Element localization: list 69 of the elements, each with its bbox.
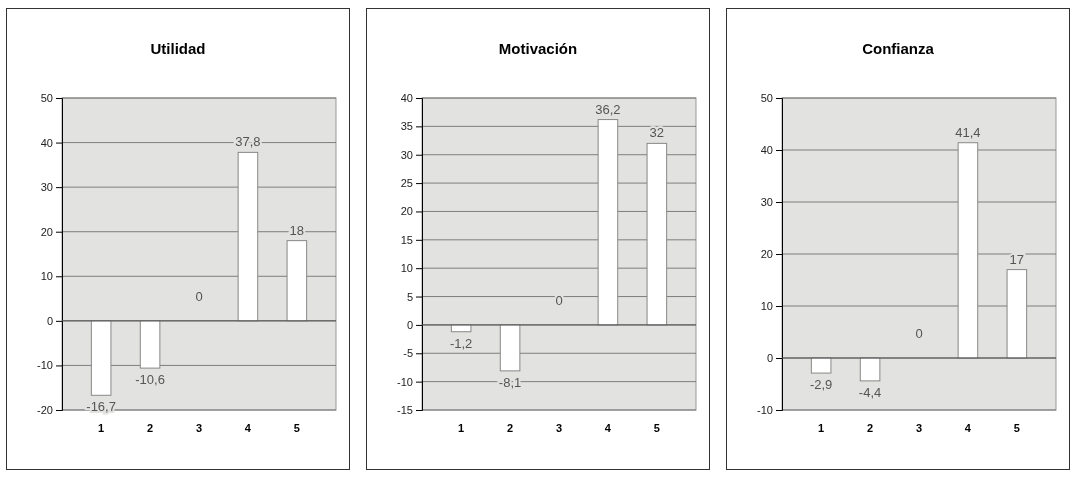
data-label: -16,7	[86, 399, 116, 415]
y-tick-label: 50	[40, 92, 53, 105]
y-tick-label: 0	[766, 352, 773, 365]
bar	[139, 320, 161, 369]
data-label: -1,2	[449, 335, 473, 351]
x-tick-label: 1	[818, 421, 825, 434]
chart-title: Utilidad	[150, 40, 206, 57]
y-tick-label: 0	[406, 318, 413, 331]
x-tick-label: 1	[458, 421, 465, 434]
x-tick-label: 3	[915, 421, 923, 434]
x-tick-label: 1	[98, 421, 105, 434]
data-label: -10,6	[135, 372, 165, 388]
y-tick-label: -10	[37, 359, 53, 372]
data-label: 0	[195, 288, 203, 304]
bar	[859, 357, 881, 382]
data-label: -2,9	[809, 377, 833, 393]
x-tick-label: 5	[293, 421, 300, 434]
bar	[499, 324, 521, 372]
y-tick-label: 10	[400, 262, 413, 275]
chart-title: Motivación	[498, 40, 578, 57]
data-label: 0	[555, 292, 563, 308]
bar	[810, 357, 832, 374]
y-tick-label: 40	[40, 136, 53, 149]
y-tick-label: -20	[37, 404, 53, 417]
x-tick-label: 2	[147, 421, 154, 434]
y-tick-label: -15	[397, 404, 413, 417]
x-tick-label: 3	[195, 421, 203, 434]
y-tick-label: 40	[400, 92, 413, 105]
x-tick-label: 5	[1013, 421, 1020, 434]
x-tick-label: 2	[507, 421, 514, 434]
y-tick-label: 25	[400, 177, 413, 190]
bar	[957, 142, 979, 359]
x-tick-label: 2	[867, 421, 874, 434]
y-tick-label: 20	[400, 205, 413, 218]
y-tick-label: 15	[400, 233, 413, 246]
x-tick-label: 3	[555, 421, 563, 434]
chart-title: Confianza	[862, 40, 935, 57]
x-tick-label: 4	[964, 421, 972, 434]
y-tick-label: 10	[40, 270, 53, 283]
data-label: 17	[1009, 251, 1025, 267]
data-label: -4,4	[858, 384, 882, 400]
bar	[646, 142, 668, 326]
y-tick-label: 0	[46, 314, 53, 327]
y-tick-label: 20	[40, 225, 53, 238]
data-label: 0	[915, 326, 923, 341]
x-tick-label: 4	[604, 421, 612, 434]
bar	[90, 320, 112, 396]
y-tick-label: -10	[397, 375, 413, 388]
x-tick-label: 4	[244, 421, 252, 434]
data-label: 32	[649, 125, 665, 141]
y-tick-label: 30	[400, 148, 413, 161]
y-tick-label: 30	[40, 181, 53, 194]
y-tick-label: 35	[400, 120, 413, 133]
bar	[237, 151, 259, 322]
bar	[1006, 269, 1028, 359]
y-tick-label: 10	[760, 300, 773, 313]
y-tick-label: -10	[757, 404, 773, 417]
data-label: 18	[289, 222, 305, 238]
data-label: 36,2	[595, 101, 621, 117]
bar	[286, 240, 308, 322]
x-tick-label: 5	[653, 421, 660, 434]
y-tick-label: 50	[760, 92, 773, 105]
y-tick-label: 5	[406, 290, 413, 303]
data-label: 41,4	[955, 124, 981, 140]
y-tick-label: -5	[403, 347, 413, 360]
y-tick-label: 40	[760, 144, 773, 157]
bar	[597, 119, 619, 326]
y-tick-label: 30	[760, 196, 773, 209]
y-tick-label: 20	[760, 248, 773, 261]
